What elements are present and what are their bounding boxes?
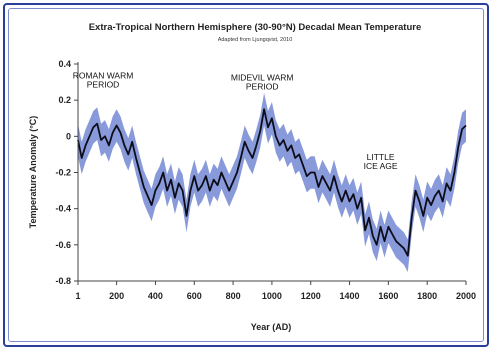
y-tick-label: -0.6 [55,240,71,250]
x-tick-label: 1000 [262,291,282,301]
x-tick-label: 1600 [378,291,398,301]
y-tick-label: -0.4 [55,204,71,214]
x-tick-label: 600 [187,291,202,301]
temperature-series-line [77,108,467,257]
chart-subtitle: Adapted from Ljungqvist, 2010 [218,37,293,43]
uncertainty-band [78,92,466,273]
annotation-label: ICE AGE [364,161,398,171]
x-tick-label: 1 [75,291,80,301]
chart-frame-inner [8,8,484,342]
annotation-label: ROMAN WARM [73,70,134,80]
x-tick-label: 1400 [340,291,360,301]
annotation-label: LITTLE [367,152,395,162]
y-tick-label: 0.2 [58,95,71,105]
chart-title: Extra-Tropical Northern Hemisphere (30-9… [89,22,422,33]
annotation-label: MIDEVIL WARM [231,72,294,82]
x-tick-label: 400 [148,291,163,301]
y-tick-label: 0 [66,131,71,141]
x-tick-label: 2000 [456,291,476,301]
y-tick-label: 0.4 [58,59,71,69]
x-tick-label: 800 [226,291,241,301]
plot-area: 1 200 400 600 800 1000 1200 1400 1600 1800 20000.4… [55,59,476,301]
y-axis-label: Temperature Anomaly (°C) [28,116,38,229]
x-tick-label: 200 [109,291,124,301]
annotation-label: PERIOD [246,81,279,91]
y-tick-label: -0.2 [55,168,71,178]
chart-frame [3,3,489,347]
x-axis-label: Year (AD) [251,322,292,332]
x-tick-label: 1800 [417,291,437,301]
annotation-label: PERIOD [87,79,120,89]
y-tick-label: -0.8 [55,276,71,286]
x-tick-label: 1200 [301,291,321,301]
